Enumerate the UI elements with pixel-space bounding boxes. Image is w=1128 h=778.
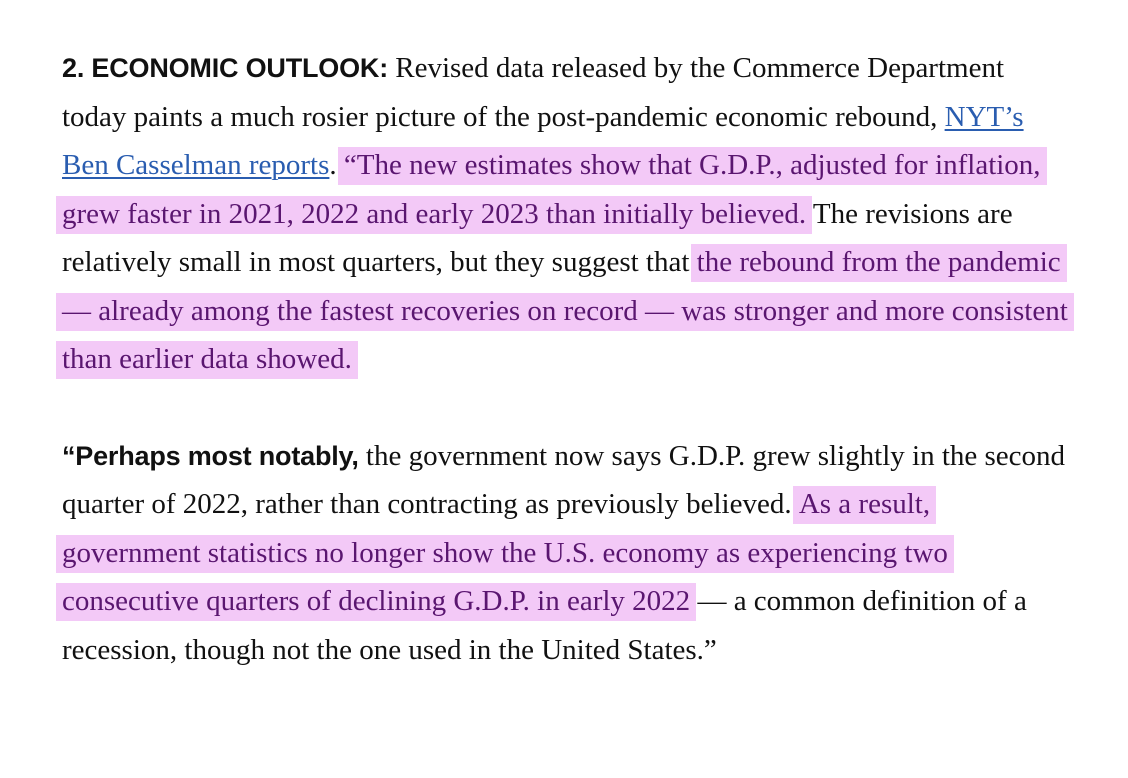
body-text: The revisions are relatively small in mo…: [62, 197, 1013, 279]
economic-outlook-paragraph: 2. ECONOMIC OUTLOOK: Revised data releas…: [56, 44, 1074, 384]
body-text: .: [329, 149, 344, 181]
quote-lead: “Perhaps most notably,: [62, 440, 359, 471]
body-text: the government now says G.D.P. grew slig…: [62, 439, 1066, 521]
source-link[interactable]: NYT’s Ben Casselman reports: [62, 100, 1024, 182]
body-text: — a common definition of a recession, th…: [62, 585, 1027, 666]
newsletter-excerpt: 2. ECONOMIC OUTLOOK: Revised data releas…: [56, 44, 1074, 675]
body-text: Revised data released by the Commerce De…: [62, 52, 1005, 133]
section-heading: 2. ECONOMIC OUTLOOK:: [62, 53, 388, 83]
quote-paragraph: “Perhaps most notably, the government no…: [56, 432, 1072, 675]
